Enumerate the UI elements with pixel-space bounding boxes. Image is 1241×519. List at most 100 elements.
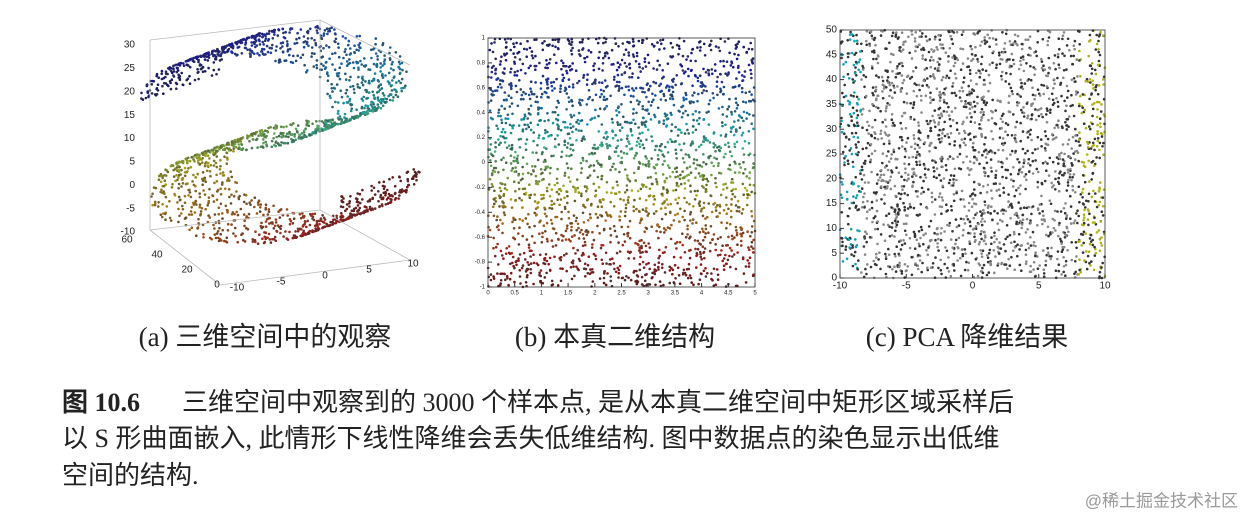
scatter-dot [506,176,510,180]
scatter-dot [1012,113,1015,116]
scatter-dot [643,279,647,283]
scatter-dot [305,119,308,123]
scatter-dot [907,35,910,39]
scatter-dot [888,265,892,269]
scatter-dot [197,77,200,81]
scatter-dot [357,75,360,79]
scatter-dot [541,41,544,45]
scatter-dot [704,232,707,235]
scatter-dot [653,263,657,267]
scatter-dot [161,84,164,88]
scatter-dot [150,92,154,95]
scatter-dot [225,44,229,48]
scatter-dot [355,108,358,111]
scatter-dot [1002,212,1005,216]
scatter-dot [990,117,994,120]
scatter-dot [691,47,695,51]
scatter-dot [609,234,613,237]
scatter-dot [611,129,614,132]
scatter-dot [747,47,751,51]
scatter-dot [654,144,658,148]
scatter-dot [276,142,280,145]
scatter-dot [650,182,654,186]
scatter-dot [168,200,171,203]
scatter-dot [605,104,608,108]
scatter-dot [255,34,259,37]
scatter-dot [518,253,522,256]
scatter-dot [502,98,506,102]
scatter-dot [286,44,289,48]
scatter-dot [344,72,347,76]
scatter-dot [200,158,203,161]
scatter-dot [957,132,961,135]
scatter-dot [644,185,648,189]
scatter-dot [552,154,555,158]
scatter-dot [637,39,641,43]
scatter-dot [567,238,571,241]
scatter-dot [617,105,620,108]
scatter-dot [331,220,334,224]
scatter-dot [738,210,741,213]
scatter-dot [326,223,329,227]
scatter-dot [333,68,337,71]
scatter-dot [627,276,630,280]
scatter-dot [660,217,664,221]
scatter-dot [266,50,270,54]
scatter-dot [722,257,726,260]
scatter-dot [671,46,674,49]
scatter-dot [261,130,265,134]
scatter-dot [617,45,620,48]
scatter-dot [584,275,587,278]
scatter-dot [953,61,957,65]
scatter-dot [639,187,643,191]
scatter-dot [686,224,689,228]
scatter-dot [714,150,717,153]
scatter-dot [205,169,209,173]
scatter-dot [291,61,295,64]
scatter-dot [371,208,375,211]
scatter-dot [524,92,527,96]
scatter-dot [704,71,708,74]
scatter-dot [253,196,257,199]
scatter-dot [336,122,340,126]
scatter-dot [384,101,387,104]
scatter-dot [272,204,275,208]
scatter-dot [1073,39,1077,43]
scatter-dot [717,46,720,49]
scatter-dot [349,117,353,121]
scatter-dot [660,149,663,153]
scatter-dot [742,193,745,196]
scatter-dot [327,74,330,78]
scatter-dot [1001,70,1004,74]
scatter-dot [922,79,925,82]
scatter-dot [943,134,947,138]
scatter-dot [903,162,906,165]
scatter-dot [742,100,745,103]
scatter-dot [715,157,718,161]
scatter-dot [641,105,644,108]
scatter-dot [1032,268,1035,271]
scatter-dot [559,267,562,270]
scatter-dot [370,48,373,52]
scatter-dot [1091,145,1094,148]
scatter-dot [638,197,642,200]
scatter-dot [656,41,659,44]
scatter-dot [331,52,334,56]
scatter-dot [659,207,663,210]
scatter-dot [559,189,563,192]
scatter-dot [505,188,509,192]
scatter-dot [514,189,517,193]
scatter-dot [648,194,652,197]
scatter-dot [579,103,582,107]
scatter-dot [391,176,395,179]
scatter-dot [358,206,362,210]
scatter-dot [627,88,631,92]
scatter-dot [275,229,279,233]
scatter-dot [371,110,375,113]
scatter-dot [524,217,528,220]
scatter-dot [695,119,699,122]
scatter-dot [376,103,380,106]
scatter-dot [572,246,575,250]
scatter-dot [1019,56,1023,59]
scatter-dot [571,86,575,89]
